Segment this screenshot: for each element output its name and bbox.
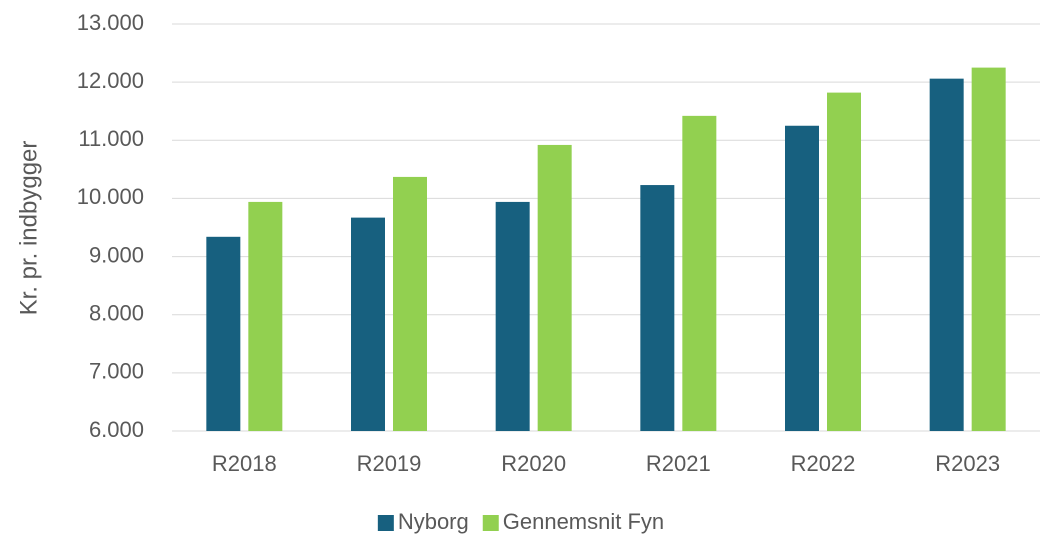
y-tick-label: 12.000 <box>77 68 144 93</box>
bar <box>827 92 861 431</box>
bar <box>682 115 717 431</box>
y-tick-label: 11.000 <box>78 126 144 151</box>
x-tick-label: R2022 <box>791 451 856 476</box>
y-tick-label: 8.000 <box>89 301 144 326</box>
bar <box>206 236 241 431</box>
x-tick-label: R2021 <box>646 451 711 476</box>
y-tick-label: 6.000 <box>89 417 144 442</box>
x-tick-label: R2018 <box>212 451 277 476</box>
bar <box>640 185 675 431</box>
legend-label: Gennemsnit Fyn <box>503 509 664 534</box>
y-axis-label: Kr. pr. indbygger <box>15 141 42 316</box>
bar <box>495 201 530 431</box>
bar <box>351 217 385 431</box>
bar <box>248 201 283 431</box>
bar <box>785 125 819 431</box>
x-tick-label: R2020 <box>501 451 566 476</box>
x-tick-label: R2019 <box>357 451 422 476</box>
y-tick-label: 13.000 <box>77 10 144 35</box>
legend-swatch <box>377 515 394 531</box>
y-tick-label: 7.000 <box>89 359 144 384</box>
bar <box>393 176 427 431</box>
legend-label: Nyborg <box>398 509 469 534</box>
x-tick-label: R2023 <box>935 451 1000 476</box>
legend-swatch <box>482 515 499 531</box>
bar <box>971 67 1006 431</box>
bar <box>929 78 964 431</box>
y-tick-label: 9.000 <box>89 242 144 267</box>
bar <box>537 144 572 432</box>
y-tick-label: 10.000 <box>77 184 144 209</box>
